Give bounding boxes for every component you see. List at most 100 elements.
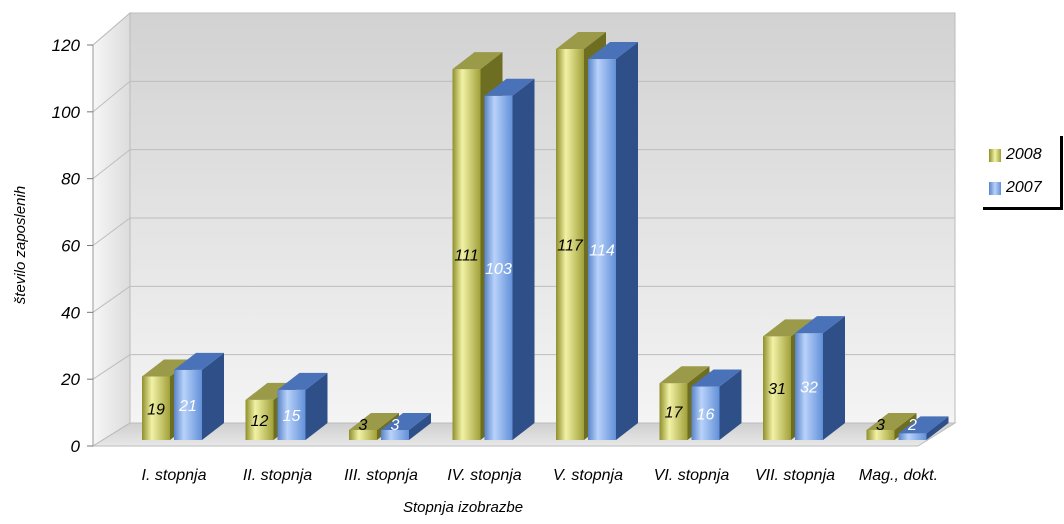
data-label-2008-6: 17 [665, 405, 684, 422]
bars [142, 32, 949, 441]
bar-top [452, 52, 503, 70]
bar-top [691, 369, 742, 387]
bar-side [305, 372, 328, 440]
y-tick-label: 100 [52, 103, 81, 122]
y-axis-ticks: 0 20 40 60 80 100 120 [52, 36, 93, 456]
bar-side [823, 316, 845, 440]
bar-front [763, 336, 791, 440]
bar-top [763, 319, 813, 337]
bar-top [898, 416, 949, 434]
bar-2007-2 [277, 372, 328, 440]
data-label-2007-1: 21 [178, 398, 197, 415]
bar-front [142, 376, 170, 440]
x-category-label: II. stopnja [243, 467, 312, 484]
x-category-label: I. stopnja [142, 467, 207, 484]
legend: 2008 2007 [983, 136, 1063, 210]
bar-front [588, 59, 616, 441]
bar-side [409, 412, 431, 440]
bar-front [349, 429, 377, 440]
bar-top [484, 78, 535, 96]
gridline-side [92, 149, 131, 180]
legend-item-2007: 2007 [989, 179, 1042, 197]
bar-front [898, 433, 927, 440]
bar-2007-3 [381, 412, 431, 440]
bar-front [381, 429, 409, 440]
bar-front [866, 429, 895, 440]
data-label-2008-2: 12 [251, 413, 269, 430]
gridline-side [92, 12, 131, 46]
side-wall [92, 11, 131, 447]
y-tick-label: 60 [61, 237, 80, 256]
bar-top [588, 42, 638, 60]
y-tick-label: 120 [52, 36, 81, 55]
bar-top [866, 412, 917, 430]
bar-front [452, 69, 481, 440]
bar-front [174, 369, 202, 440]
bar-side [202, 352, 224, 440]
bar-top [142, 359, 192, 377]
bar-front [245, 399, 274, 440]
bar-2007-8 [898, 416, 949, 440]
gridline-side [92, 285, 131, 313]
data-label-2008-5: 117 [557, 238, 584, 255]
data-label-2007-3: 3 [391, 417, 400, 434]
x-category-label: V. stopnja [553, 467, 623, 484]
data-label-2007-4: 103 [485, 261, 512, 278]
y-tick-label: 0 [71, 437, 81, 456]
y-tick-label: 80 [61, 170, 80, 189]
x-category-label: VII. stopnja [755, 467, 835, 484]
gridline-side [92, 217, 131, 246]
data-label-2008-4: 111 [454, 248, 478, 265]
bar-front [484, 95, 513, 440]
bar-front [277, 389, 306, 440]
data-label-2007-7: 32 [800, 380, 818, 397]
bar-side [616, 42, 638, 441]
bar-2007-1 [174, 352, 224, 440]
bar-top [381, 412, 431, 430]
bar-2007-5 [588, 42, 638, 441]
bar-top [556, 32, 606, 50]
data-label-2008-3: 3 [359, 417, 368, 434]
gridline-side [92, 354, 131, 380]
data-label-2007-8: 2 [907, 417, 917, 434]
bar-2007-7 [795, 316, 845, 440]
y-axis-title: število zaposlenih [12, 186, 29, 304]
bar-side [719, 369, 742, 440]
bar-front [556, 49, 584, 441]
data-label-2007-2: 15 [283, 408, 301, 425]
x-category-label: IV. stopnja [447, 467, 522, 484]
data-label-2008-7: 31 [768, 381, 786, 398]
x-category-label: VI. stopnja [654, 467, 730, 484]
gridlines [92, 12, 955, 380]
data-label-2008-8: 3 [876, 417, 885, 434]
y-tick-label: 40 [61, 303, 80, 322]
bar-side [512, 78, 535, 440]
data-label-2008-1: 19 [147, 401, 165, 418]
x-axis-categories: I. stopnja II. stopnja III. stopnja IV. sto… [142, 467, 939, 484]
bar-side [926, 416, 949, 440]
bar-front [691, 386, 720, 440]
legend-label-2007: 2007 [1006, 179, 1042, 196]
data-label-2007-6: 16 [697, 406, 715, 423]
bar-front [659, 383, 688, 440]
legend-swatch-2008 [989, 148, 1001, 162]
bar-2007-6 [691, 369, 742, 440]
x-category-label: Mag., dokt. [859, 467, 938, 484]
bar-top [349, 412, 399, 430]
bar-top [659, 366, 710, 384]
bar-2007-4 [484, 78, 535, 440]
legend-item-2008: 2008 [989, 146, 1042, 164]
gridline-side [92, 80, 131, 113]
x-axis-title: Stopnja izobrazbe [403, 499, 523, 516]
bar-top [795, 316, 845, 334]
y-tick-label: 20 [60, 370, 80, 389]
x-category-label: III. stopnja [344, 467, 418, 484]
bar-front [795, 333, 823, 440]
legend-swatch-2007 [989, 181, 1001, 195]
legend-label-2008: 2008 [1006, 146, 1042, 163]
bar-top [277, 372, 328, 390]
bar-top [174, 352, 224, 370]
data-label-2007-5: 114 [589, 243, 615, 260]
